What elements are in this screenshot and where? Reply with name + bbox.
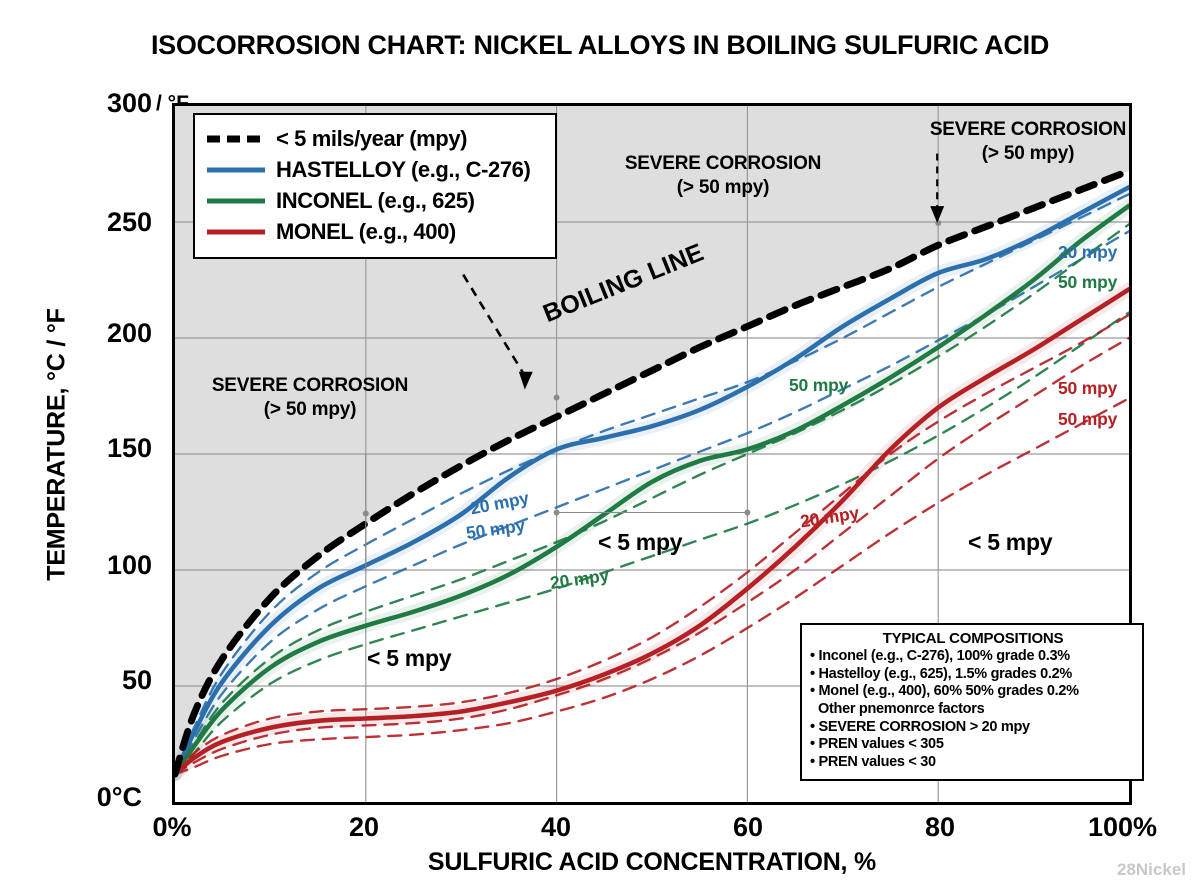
page-title: ISOCORROSION CHART: NICKEL ALLOYS IN BOI… xyxy=(150,30,1050,60)
watermark: 28Nickel xyxy=(1117,860,1186,879)
y-tick-50-c: 50 xyxy=(121,665,152,695)
severe-corrosion-zone xyxy=(175,106,1129,775)
x-tick-0: 0% xyxy=(152,812,192,842)
legend-item-inconel[interactable]: INCONEL (e.g., 625) xyxy=(205,185,545,216)
curve-inconel-50-mpy xyxy=(175,223,1129,776)
curve-monel-50-mpy-lower xyxy=(175,397,1129,776)
curve-hastelloy-e-g-c-276 xyxy=(175,184,1129,777)
curve-monel-e-g-400 xyxy=(175,286,1129,777)
typical-compositions-box: TYPICAL COMPOSITIONS • Inconel (e.g., C-… xyxy=(800,623,1144,781)
boiling-line-leader-arrowhead xyxy=(518,371,533,390)
legend-swatch-monel xyxy=(205,222,267,242)
curve-monel-20-mpy xyxy=(175,336,1129,776)
curve-5-mils-year-mpy xyxy=(175,167,1129,778)
severe-right-leader-arrowhead xyxy=(930,206,945,223)
composition-item: • Inconel (e.g., C-276), 100% grade 0.3% xyxy=(810,648,1070,664)
annotation-severe-left: SEVERE CORROSION (> 50 mpy) xyxy=(211,375,409,420)
legend-label-hastelloy: HASTELLOY (e.g., C-276) xyxy=(276,156,531,182)
x-axis-title: SULFURIC ACID CONCENTRATION, % xyxy=(427,848,877,876)
annotation-severe-mid: SEVERE CORROSION (> 50 mpy) xyxy=(624,153,822,198)
y-tick-100-c: 100 xyxy=(106,550,152,580)
y-tick-150-c: 150 xyxy=(106,433,152,463)
annotation-lt5-left: < 5 mpy xyxy=(367,645,452,671)
y-tick-250-c: 250 xyxy=(106,207,152,237)
composition-item: • Hastelloy (e.g., 625), 1.5% grades 0.2… xyxy=(810,665,1072,682)
annotation-green-50mpy-right: 50 mpy xyxy=(1058,272,1118,292)
legend-label-monel: MONEL (e.g., 400) xyxy=(276,218,456,244)
x-tick-100: 100% xyxy=(1088,812,1158,842)
curve-inconel-e-g-625 xyxy=(175,203,1129,777)
legend-swatch-dashed-black xyxy=(205,129,267,149)
legend-swatch-inconel xyxy=(205,191,267,211)
curve-hastelloy-50-mpy xyxy=(175,230,1129,776)
legend-item-hastelloy[interactable]: HASTELLOY (e.g., C-276) xyxy=(205,154,545,185)
annotation-lt5-mid: < 5 mpy xyxy=(598,529,683,555)
boiling-line-leader xyxy=(462,273,526,377)
annotation-green-50mpy-mid: 50 mpy xyxy=(789,375,849,395)
curve-inconel-20-mpy xyxy=(175,311,1129,776)
chart-legend[interactable]: < 5 mils/year (mpy) HASTELLOY (e.g., C-2… xyxy=(193,113,557,259)
composition-item: Other pnemonrce factors xyxy=(818,701,985,718)
x-tick-20: 20 xyxy=(348,812,380,842)
y-tick-300-c: 300 xyxy=(106,88,152,118)
legend-swatch-hastelloy xyxy=(205,160,267,180)
annotation-lt5-right: < 5 mpy xyxy=(968,529,1053,555)
curve-hastelloy-20-mpy xyxy=(175,192,1129,776)
composition-item: • PREN values < 305 xyxy=(810,736,944,753)
legend-label-inconel: INCONEL (e.g., 625) xyxy=(276,187,475,213)
x-tick-60: 60 xyxy=(732,812,764,842)
annotation-red-50mpy-a: 50 mpy xyxy=(1058,378,1118,398)
y-tick-200-c: 200 xyxy=(106,318,152,348)
annotation-blue-20mpy-right: 20 mpy xyxy=(1058,242,1118,262)
x-tick-40: 40 xyxy=(540,812,572,842)
legend-item-boiling[interactable]: < 5 mils/year (mpy) xyxy=(205,123,545,154)
data-curves xyxy=(175,167,1129,782)
legend-item-monel[interactable]: MONEL (e.g., 400) xyxy=(205,216,545,247)
compositions-list: • Inconel (e.g., C-276), 100% grade 0.3%… xyxy=(810,648,1136,772)
y-tick-0-c: 0°C xyxy=(96,782,142,812)
compositions-heading: TYPICAL COMPOSITIONS xyxy=(882,630,1064,647)
composition-item: • PREN values < 30 xyxy=(810,754,936,771)
chart-svg xyxy=(175,106,1129,802)
composition-item: • Monel (e.g., 400), 60% 50% grades 0.2% xyxy=(810,683,1079,700)
annotation-red-50mpy-b: 50 mpy xyxy=(1058,409,1118,429)
x-tick-80: 80 xyxy=(924,812,956,842)
curve-monel-50-mpy-upper xyxy=(175,313,1129,776)
legend-label-boiling: < 5 mils/year (mpy) xyxy=(276,125,468,151)
annotation-severe-right: SEVERE CORROSION (> 50 mpy) xyxy=(929,119,1127,164)
composition-item: • SEVERE CORROSION > 20 mpy xyxy=(810,718,1030,735)
